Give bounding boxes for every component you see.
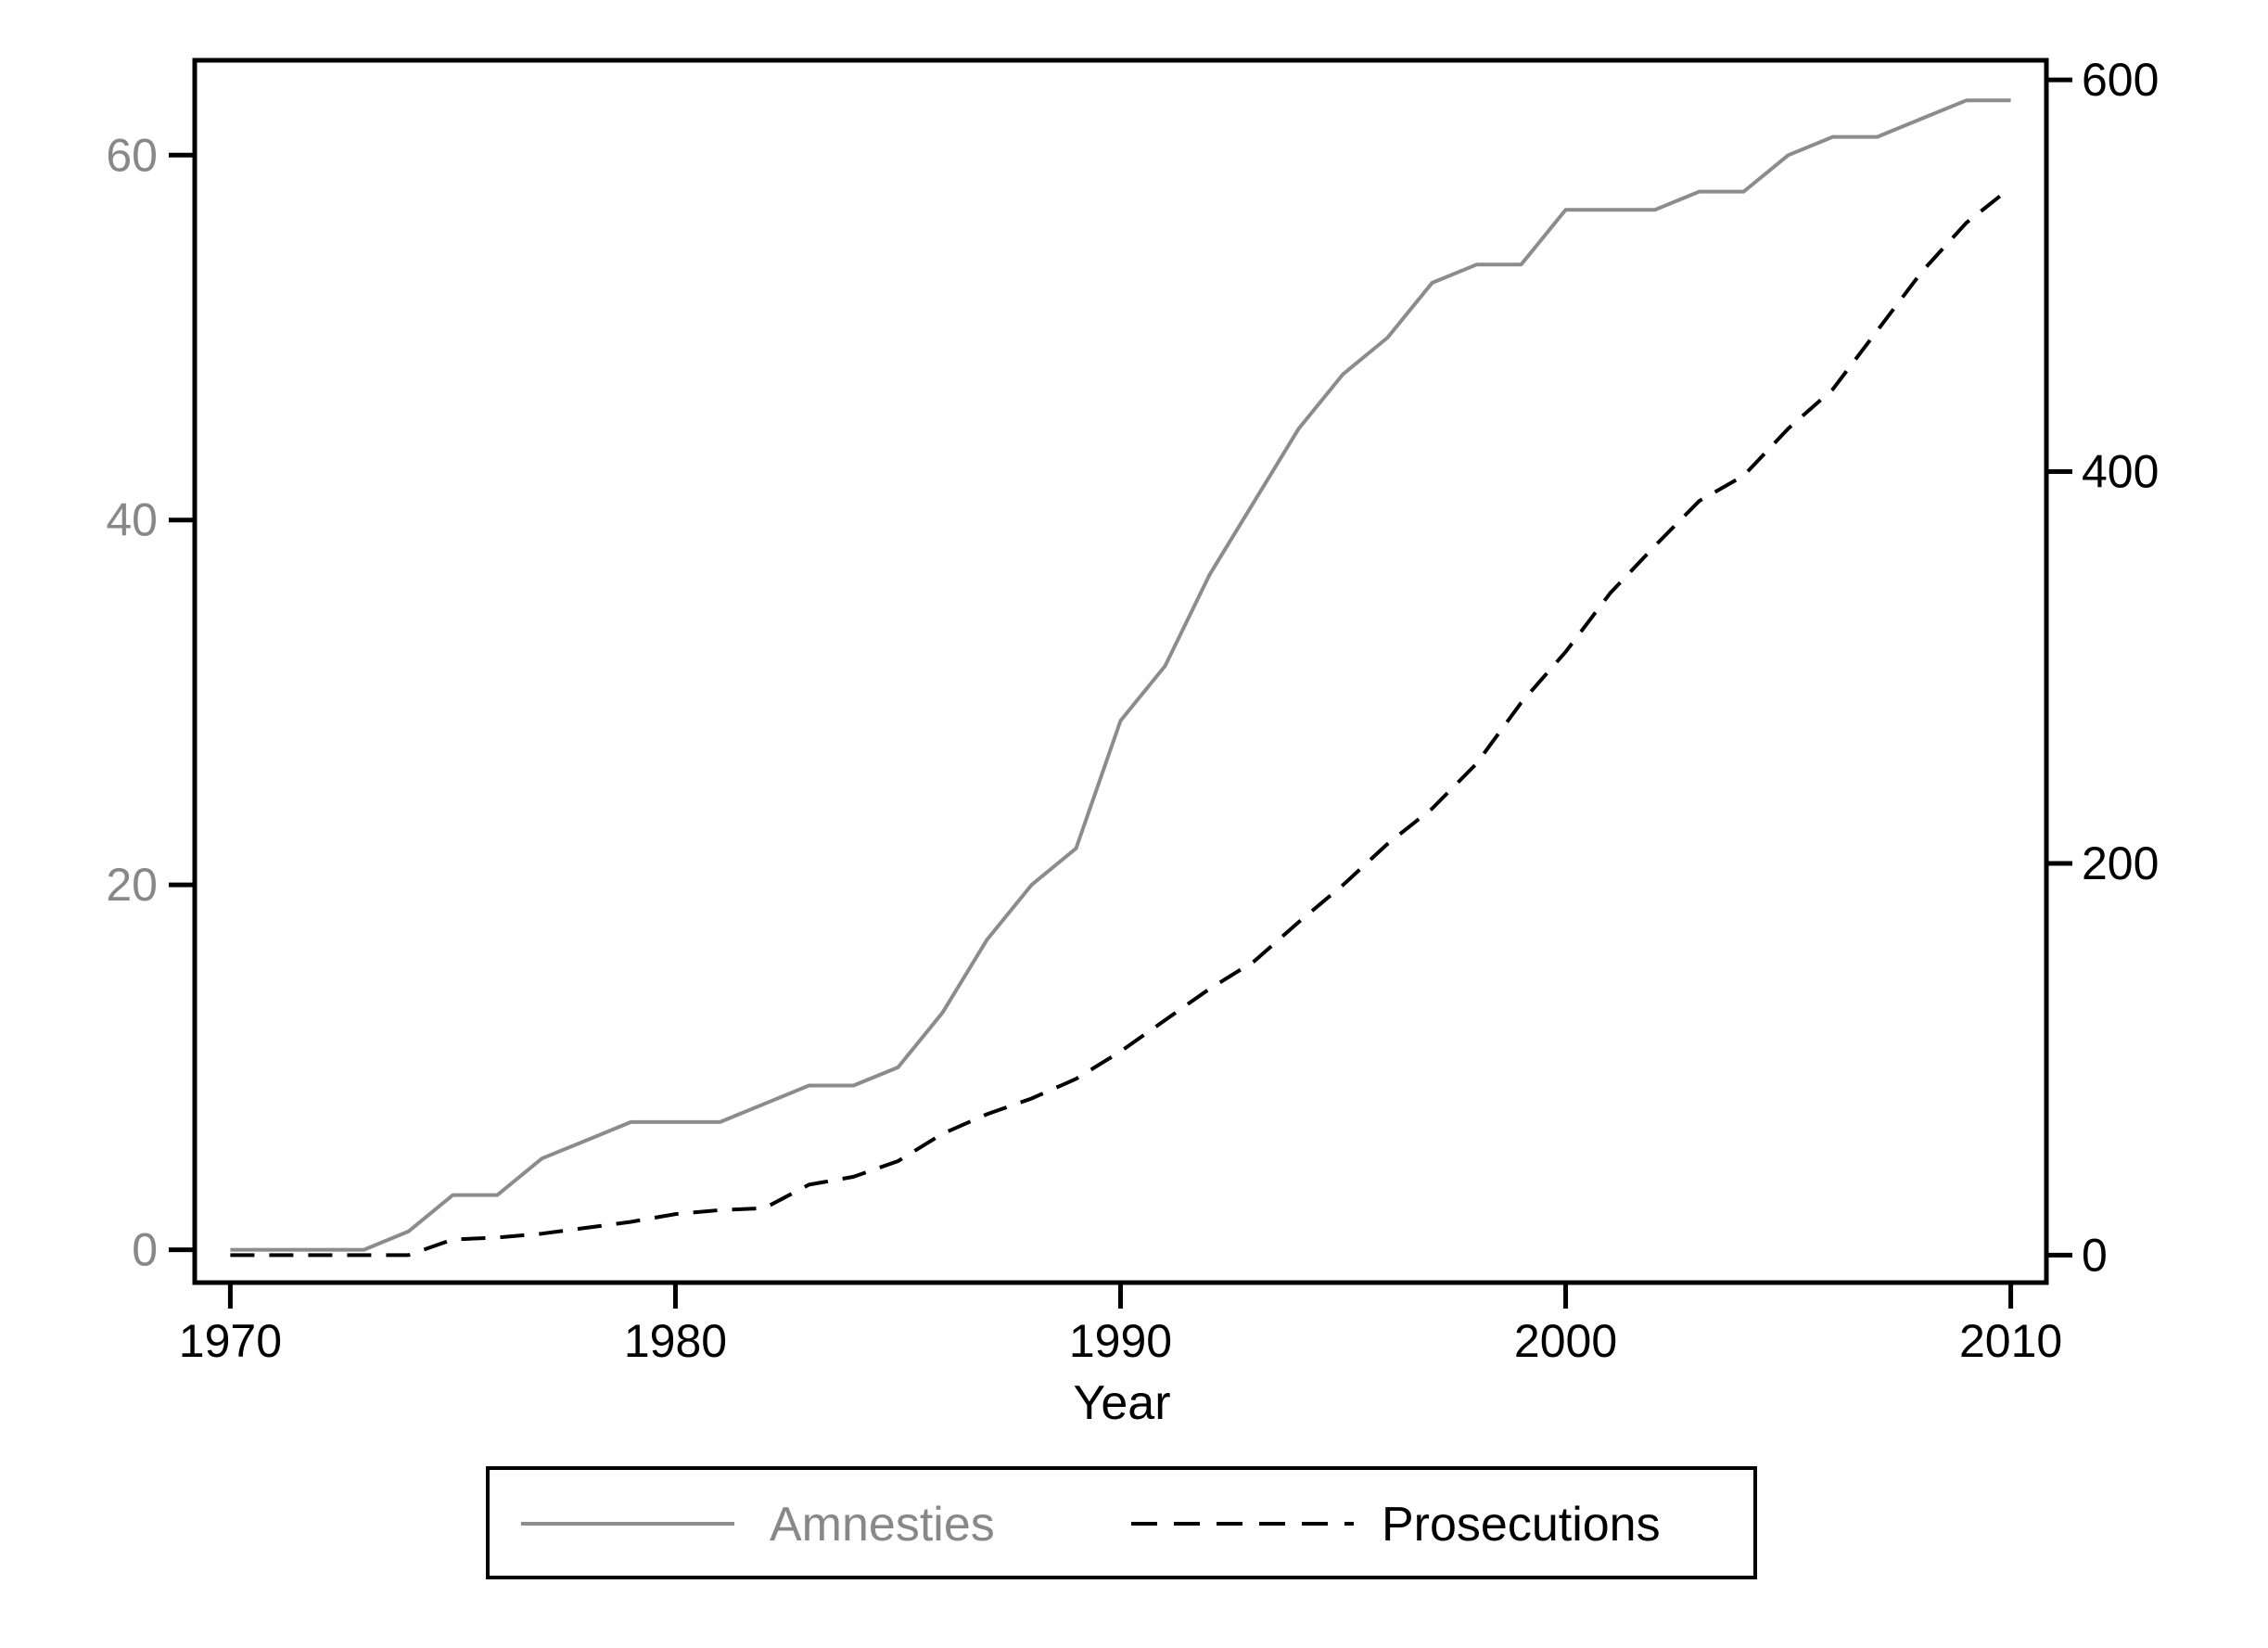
left-y-axis: 0 20 40 60 (106, 129, 195, 1276)
left-y-tick-label: 40 (106, 494, 158, 546)
left-y-tick-label: 20 (106, 859, 158, 911)
left-y-tick-label: 60 (106, 129, 158, 181)
legend: Amnesties Prosecutions (486, 1466, 1757, 1579)
plot-frame (192, 57, 2049, 1285)
x-tick-label: 1990 (1069, 1315, 1172, 1367)
legend-label-amnesties: Amnesties (770, 1498, 995, 1552)
x-axis: 1970 1980 1990 2000 2010 (179, 1283, 2062, 1367)
right-y-tick-label: 600 (2082, 54, 2159, 106)
left-y-tick-label: 0 (132, 1224, 158, 1276)
x-tick-label: 1980 (624, 1315, 727, 1367)
x-tick-label: 1970 (179, 1315, 282, 1367)
series-lines (230, 98, 2012, 1258)
x-tick-label: 2010 (1959, 1315, 2062, 1367)
right-y-axis: 0 200 400 600 (2046, 54, 2159, 1281)
right-y-tick-label: 400 (2082, 446, 2159, 498)
x-tick-label: 2000 (1514, 1315, 1617, 1367)
series-line-amnesties (230, 98, 2011, 1252)
x-axis-title: Year (1073, 1376, 1170, 1430)
legend-label-prosecutions: Prosecutions (1382, 1498, 1661, 1552)
right-y-tick-label: 200 (2082, 837, 2159, 889)
right-y-tick-label: 0 (2082, 1229, 2108, 1281)
